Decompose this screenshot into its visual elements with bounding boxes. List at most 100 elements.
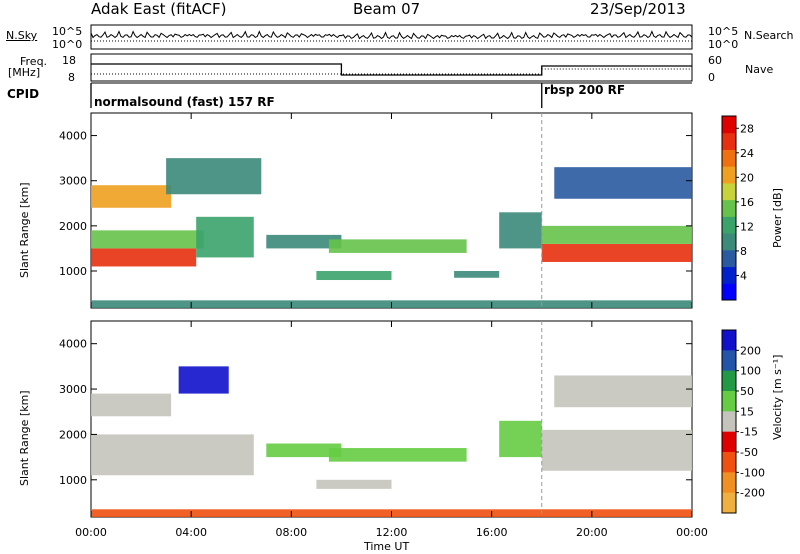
noise-axis-bottom-left: 10^0 bbox=[52, 38, 83, 51]
noise-axis-top-right: 10^5 bbox=[708, 25, 739, 38]
velocity-band-7 bbox=[499, 420, 542, 458]
noise-sky-line bbox=[90, 30, 693, 40]
xtick-label-3: 12:00 bbox=[376, 526, 408, 539]
power-colorbar-label-3: 16 bbox=[740, 196, 754, 209]
xtick-label-0: 00:00 bbox=[75, 526, 107, 539]
velocity-band-4 bbox=[266, 443, 342, 458]
power-band-3 bbox=[91, 185, 172, 208]
xtick-label-5: 20:00 bbox=[576, 526, 608, 539]
power-band-6 bbox=[266, 234, 342, 249]
velocity-band-2 bbox=[91, 393, 172, 417]
velocity-colorbar-swatch-6 bbox=[722, 452, 736, 473]
xtick-label-4: 16:00 bbox=[476, 526, 508, 539]
velocity-band-3 bbox=[178, 366, 229, 394]
velocity-colorbar-label-3: 15 bbox=[740, 405, 754, 418]
x-axis-title: Time UT bbox=[364, 540, 410, 553]
velocity-colorbar-frame bbox=[721, 329, 737, 514]
power-band-2 bbox=[91, 230, 204, 249]
velocity-band-6 bbox=[316, 479, 392, 489]
nsky-label: N.Sky bbox=[6, 29, 38, 42]
power-band-7 bbox=[328, 239, 467, 253]
power-band-5 bbox=[196, 216, 254, 258]
power-ytick-label-2000: 2000 bbox=[59, 220, 87, 233]
freq-line bbox=[91, 63, 692, 76]
velocity-colorbar-swatch-0 bbox=[722, 330, 736, 351]
station-title: Adak East (fitACF) bbox=[91, 0, 227, 18]
velocity-colorbar-label: Velocity [m s⁻¹] bbox=[771, 354, 784, 440]
velocity-colorbar-swatch-7 bbox=[722, 472, 736, 494]
velocity-ylabel: Slant Range [km] bbox=[18, 390, 31, 486]
power-colorbar-swatch-10 bbox=[722, 116, 736, 134]
power-band-8 bbox=[316, 270, 392, 281]
power-colorbar-swatch-6 bbox=[722, 182, 736, 201]
beam-label: Beam 07 bbox=[353, 0, 421, 18]
velocity-colorbar-swatch-1 bbox=[722, 350, 736, 372]
power-band-13 bbox=[554, 167, 692, 199]
freq-panel-frame bbox=[90, 53, 693, 82]
cpid-run-label-2: rbsp 200 RF bbox=[544, 83, 626, 97]
power-colorbar-swatch-2 bbox=[722, 249, 736, 268]
velocity-colorbar-label-1: 100 bbox=[740, 365, 761, 378]
power-band-9 bbox=[454, 270, 500, 278]
velocity-band-8 bbox=[541, 429, 692, 471]
power-band-11 bbox=[541, 243, 692, 262]
velocity-ytick-label-1000: 1000 bbox=[59, 474, 87, 487]
velocity-band-1 bbox=[91, 434, 254, 476]
power-band-12 bbox=[541, 225, 692, 244]
power-colorbar-swatch-9 bbox=[722, 132, 736, 150]
velocity-ytick-label-2000: 2000 bbox=[59, 428, 87, 441]
power-colorbar-swatch-8 bbox=[722, 149, 736, 167]
velocity-colorbar-label-0: 200 bbox=[740, 344, 761, 357]
power-colorbar-swatch-4 bbox=[722, 216, 736, 234]
power-colorbar-swatch-5 bbox=[722, 199, 736, 217]
noise-axis-bottom-right: 10^0 bbox=[708, 38, 739, 51]
nsearch-label: N.Search bbox=[744, 29, 794, 42]
cpid-run-label-1: normalsound (fast) 157 RF bbox=[94, 95, 275, 109]
power-band-10 bbox=[499, 212, 542, 249]
power-colorbar-label-4: 20 bbox=[740, 171, 754, 184]
velocity-colorbar-label-4: -15 bbox=[740, 426, 758, 439]
freq-axis-right-bottom: 0 bbox=[708, 71, 715, 84]
velocity-colorbar-label-2: 50 bbox=[740, 385, 754, 398]
velocity-band-5 bbox=[328, 448, 467, 462]
freq-label: Freq. bbox=[20, 55, 48, 68]
nave-label: Nave bbox=[745, 63, 774, 76]
power-colorbar-frame bbox=[721, 115, 737, 301]
velocity-colorbar-swatch-8 bbox=[722, 492, 736, 514]
velocity-ytick-label-3000: 3000 bbox=[59, 383, 87, 396]
velocity-colorbar-label-5: -50 bbox=[740, 446, 758, 459]
velocity-ytick-label-4000: 4000 bbox=[59, 338, 87, 351]
power-colorbar-label-0: 4 bbox=[740, 269, 747, 282]
power-colorbar-label-1: 8 bbox=[740, 245, 747, 258]
freq-axis-left-bottom: 8 bbox=[68, 71, 75, 84]
velocity-colorbar-swatch-3 bbox=[722, 391, 736, 412]
velocity-colorbar-label-6: -100 bbox=[740, 466, 765, 479]
velocity-colorbar-swatch-2 bbox=[722, 370, 736, 392]
velocity-band-9 bbox=[554, 375, 692, 408]
power-ytick-label-1000: 1000 bbox=[59, 265, 87, 278]
power-colorbar-swatch-7 bbox=[722, 166, 736, 184]
power-band-4 bbox=[166, 158, 262, 195]
date-label: 23/Sep/2013 bbox=[590, 0, 686, 18]
xtick-label-2: 08:00 bbox=[275, 526, 307, 539]
power-ytick-label-3000: 3000 bbox=[59, 175, 87, 188]
power-ytick-label-4000: 4000 bbox=[59, 130, 87, 143]
velocity-colorbar-swatch-4 bbox=[722, 411, 736, 433]
xtick-label-1: 04:00 bbox=[175, 526, 207, 539]
power-ylabel: Slant Range [km] bbox=[18, 182, 31, 278]
noise-axis-top-left: 10^5 bbox=[52, 25, 83, 38]
velocity-colorbar-label-7: -200 bbox=[740, 487, 765, 500]
power-heatmap bbox=[91, 158, 692, 308]
freq-axis-left-top: 18 bbox=[62, 54, 76, 67]
freq-axis-right-top: 60 bbox=[708, 54, 722, 67]
power-colorbar-swatch-3 bbox=[722, 233, 736, 251]
power-colorbar-label-5: 24 bbox=[740, 147, 754, 160]
power-colorbar-label: Power [dB] bbox=[771, 188, 784, 248]
power-colorbar-swatch-1 bbox=[722, 266, 736, 284]
power-band-1 bbox=[91, 248, 197, 267]
xtick-label-6: 00:00 bbox=[676, 526, 708, 539]
freq-unit-label: [MHz] bbox=[8, 66, 41, 79]
cpid-label: CPID bbox=[7, 87, 40, 101]
power-colorbar-label-6: 28 bbox=[740, 122, 754, 135]
